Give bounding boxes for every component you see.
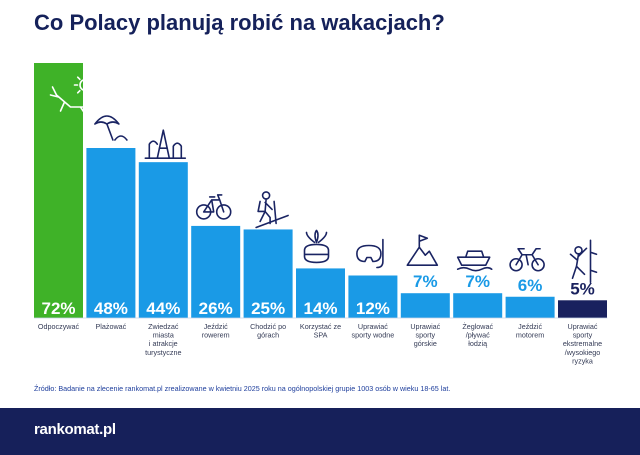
value-label-1: 72%	[41, 299, 75, 318]
bar-2	[86, 148, 136, 318]
category-label-9: Żeglować/pływać łodzią	[462, 322, 493, 348]
category-label-1: Odpoczywać	[38, 322, 80, 331]
hiker-icon	[255, 191, 289, 229]
diving-mask-icon	[356, 238, 384, 269]
value-label-6: 14%	[303, 299, 337, 318]
source-note: Źródło: Badanie na zlecenie rankomat.pl …	[34, 384, 451, 393]
value-label-2: 48%	[94, 299, 128, 318]
category-label-2: Plażować	[96, 322, 127, 331]
motorbike-icon	[509, 247, 545, 272]
category-label-10: Jeździć motorem	[516, 322, 544, 340]
bar-4	[191, 225, 241, 318]
bar-9	[453, 293, 503, 318]
footer-bar: rankomat.pl	[0, 408, 640, 455]
value-label-7: 12%	[356, 299, 390, 318]
category-label-5: Chodzić po górach	[250, 322, 286, 340]
value-label-8: 7%	[413, 272, 438, 291]
category-label-3: Zwiedzać miasta i atrakcje turystyczne	[145, 322, 181, 357]
bar-11	[558, 300, 607, 318]
value-label-4: 26%	[199, 299, 233, 318]
brand-logo: rankomat.pl	[34, 421, 116, 438]
bar-8	[400, 293, 450, 318]
bar-6	[296, 268, 345, 318]
bar-10	[505, 296, 555, 318]
bar-7	[348, 275, 398, 318]
category-label-4: Jeździć rowerem	[202, 322, 230, 340]
bicycle-icon	[195, 194, 232, 220]
category-label-6: Korzystać ze SPA	[300, 322, 341, 340]
value-label-5: 25%	[251, 299, 285, 318]
bar-1	[34, 63, 83, 318]
bar-chart: 72% Odpoczywać 48% Plażować 44% Zwiedzać miast…	[34, 63, 608, 365]
beach-umbrella-icon	[94, 115, 128, 141]
value-label-10: 6%	[518, 276, 543, 295]
bar-5	[243, 229, 293, 318]
value-label-9: 7%	[465, 272, 490, 291]
category-label-11: Uprawiać sporty ekstremalne/wysokiego ryzyk…	[563, 322, 602, 365]
value-label-11: 5%	[570, 279, 595, 298]
bar-3	[138, 162, 188, 318]
spa-icon	[303, 229, 330, 264]
chart-title: Co Polacy planują robić na wakacjach?	[34, 10, 445, 35]
sunbed-sun-icon	[49, 73, 98, 114]
landmarks-icon	[144, 129, 187, 159]
boat-icon	[456, 250, 493, 272]
climber-icon	[569, 239, 598, 284]
category-label-8: Uprawiać sporty górskie	[410, 322, 440, 348]
mountain-flag-icon	[406, 234, 439, 267]
value-label-3: 44%	[146, 299, 180, 318]
category-label-7: Uprawiać sporty wodne	[352, 322, 395, 340]
